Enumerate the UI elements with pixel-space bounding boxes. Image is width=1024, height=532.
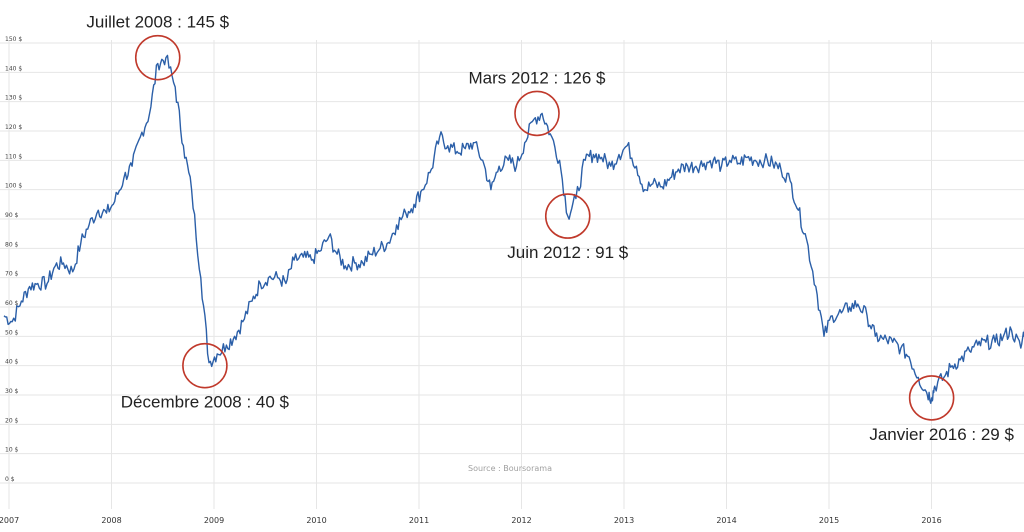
annotation-circle <box>544 193 591 239</box>
x-tick-label: 2007 <box>0 516 19 525</box>
x-tick-label: 2009 <box>204 516 224 525</box>
x-tick-label: 2011 <box>409 516 429 525</box>
x-tick-label: 2015 <box>819 516 839 525</box>
annotation-label: Mars 2012 : 126 $ <box>468 68 606 87</box>
x-tick-label: 2014 <box>716 516 736 525</box>
x-tick-label: 2013 <box>614 516 634 525</box>
y-tick-label: 110 $ <box>5 153 22 160</box>
y-tick-label: 130 $ <box>5 95 22 102</box>
annotation-circle <box>514 90 560 137</box>
x-tick-label: 2012 <box>511 516 531 525</box>
x-tick-label: 2010 <box>306 516 326 525</box>
gridlines <box>0 40 1024 509</box>
y-tick-label: 90 $ <box>5 212 19 219</box>
y-tick-label: 50 $ <box>5 329 19 336</box>
annotation-label: Décembre 2008 : 40 $ <box>121 393 290 412</box>
y-axis-tick-labels: 0 $ 10 $ 20 $ 30 $ 40 $ 50 $ 60 $ 70 $ 80 $ 90 $ 1… <box>5 36 22 483</box>
annotation-label: Juin 2012 : 91 $ <box>507 243 629 262</box>
y-tick-label: 60 $ <box>5 300 19 307</box>
y-tick-label: 140 $ <box>5 65 22 72</box>
price-series <box>3 54 1024 404</box>
annotation-label: Juillet 2008 : 145 $ <box>86 13 229 32</box>
series-line <box>3 54 1024 404</box>
y-tick-label: 10 $ <box>5 447 19 454</box>
y-tick-label: 100 $ <box>5 183 22 190</box>
x-tick-label: 2016 <box>921 516 941 525</box>
y-tick-label: 80 $ <box>5 241 19 248</box>
source-note: Source : Boursorama <box>468 464 552 473</box>
x-axis-tick-labels: 2007 2008 2009 2010 2011 2012 2013 2014 2015 2016 <box>0 516 942 525</box>
annotation-label: Janvier 2016 : 29 $ <box>869 425 1014 444</box>
y-tick-label: 120 $ <box>5 124 22 131</box>
y-tick-label: 30 $ <box>5 388 19 395</box>
annotations: Juillet 2008 : 145 $ Décembre 2008 : 40 $… <box>86 13 1014 444</box>
x-tick-label: 2008 <box>101 516 121 525</box>
y-tick-label: 150 $ <box>5 36 22 43</box>
y-tick-label: 0 $ <box>5 476 15 483</box>
y-tick-label: 40 $ <box>5 359 19 366</box>
annotation-circle <box>182 342 228 389</box>
y-tick-label: 70 $ <box>5 271 19 278</box>
annotation-circle <box>908 375 955 421</box>
annotation-circle <box>134 34 181 81</box>
y-tick-label: 20 $ <box>5 417 19 424</box>
